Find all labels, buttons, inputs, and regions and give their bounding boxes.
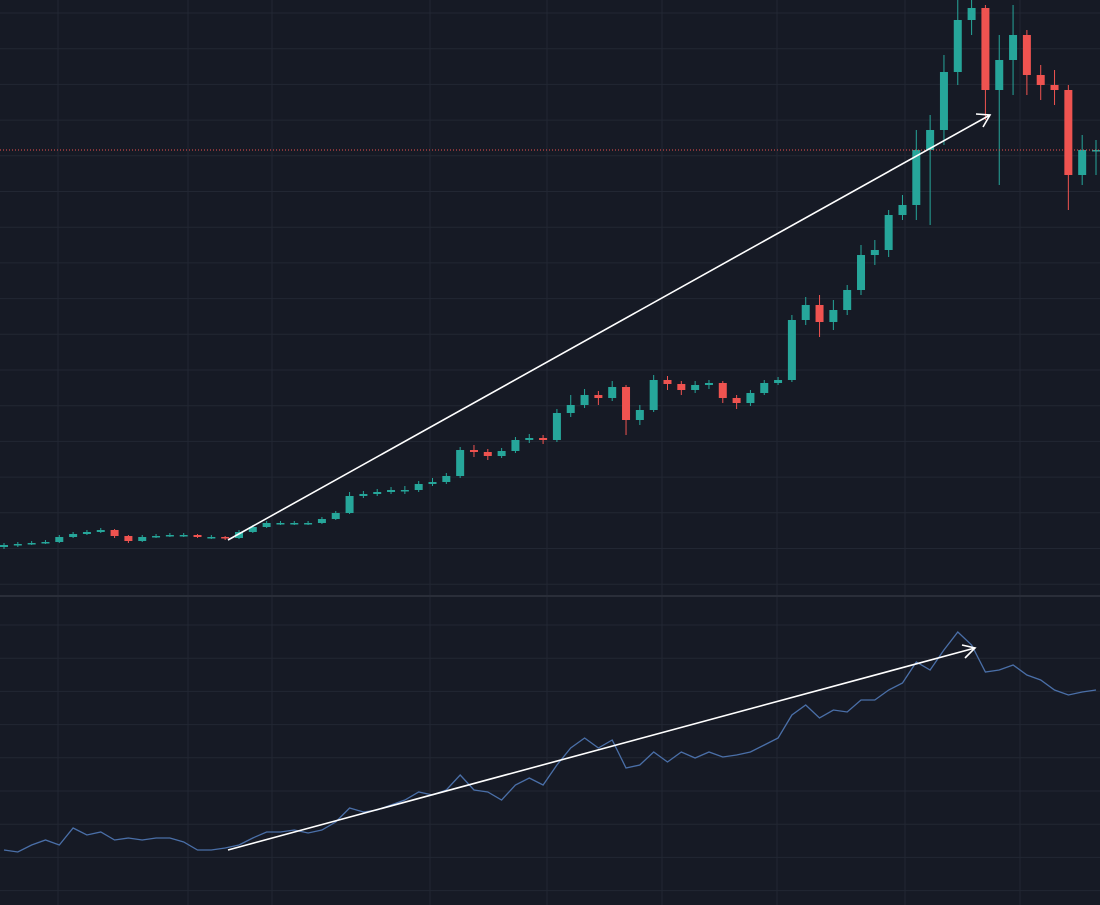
candle-body	[276, 523, 285, 525]
candle-body	[981, 8, 990, 90]
candle-body	[884, 215, 893, 250]
candle-body	[608, 387, 617, 398]
candle-body	[193, 535, 202, 537]
candle-body	[912, 150, 921, 205]
candle-body	[248, 527, 257, 532]
candle-body	[290, 523, 299, 525]
candle-body	[387, 490, 396, 492]
candle-body	[414, 484, 423, 490]
price-arrow	[227, 114, 991, 541]
candle-body	[497, 451, 506, 456]
candle-body	[967, 8, 976, 20]
candle-body	[400, 490, 409, 492]
candle-body	[456, 450, 465, 476]
candle-body	[870, 250, 879, 255]
candle-body	[152, 536, 161, 538]
candle-body	[539, 438, 548, 440]
candle-body	[165, 535, 174, 537]
candle-body	[124, 536, 133, 541]
candle-body	[732, 398, 741, 403]
candle-body	[138, 537, 147, 541]
candle-body	[110, 530, 119, 536]
candle-body	[41, 542, 50, 544]
candle-body	[373, 492, 382, 494]
candle-body	[96, 530, 105, 532]
candle-body	[649, 380, 658, 410]
candle-body	[234, 532, 243, 538]
candle-body	[594, 395, 603, 398]
candle-body	[82, 532, 91, 534]
candle-body	[511, 440, 520, 451]
candle-body	[1036, 75, 1045, 85]
candle-body	[442, 476, 451, 482]
candle-body	[691, 385, 700, 390]
candle-body	[663, 380, 672, 384]
candle-body	[622, 387, 631, 420]
candle-body	[1078, 150, 1087, 175]
candle-body	[746, 393, 755, 403]
indicator-line	[3, 631, 1097, 853]
candle-body	[207, 537, 216, 539]
candle-body	[304, 523, 313, 525]
candle-body	[635, 410, 644, 420]
candle-body	[0, 545, 8, 547]
candle-body	[843, 290, 852, 310]
candle-body	[898, 205, 907, 215]
indicator-arrow	[227, 647, 976, 851]
candle-body	[787, 320, 796, 380]
candle-body	[13, 544, 22, 546]
trend-arrows	[227, 113, 992, 851]
candle-body	[580, 395, 589, 405]
candle-body	[359, 494, 368, 496]
candle-body	[566, 405, 575, 413]
candle-body	[939, 72, 948, 130]
candle-body	[55, 537, 64, 542]
candle-body	[774, 380, 783, 383]
price-pane	[0, 0, 1100, 549]
indicator-arrow-head	[961, 644, 977, 659]
candle-body	[1022, 35, 1031, 75]
candle-body	[428, 482, 437, 484]
candle-body	[179, 535, 188, 537]
candle-body	[995, 60, 1004, 90]
candle-body	[317, 519, 326, 523]
candle-body	[483, 452, 492, 456]
candle-body	[926, 130, 935, 150]
indicator-pane	[3, 631, 1097, 853]
price-arrow-head	[975, 113, 992, 128]
candle-body	[857, 255, 866, 290]
candle-body	[953, 20, 962, 72]
candle-body	[262, 523, 271, 527]
candle-body	[345, 496, 354, 513]
candle-body	[1064, 90, 1073, 175]
candle-body	[801, 305, 810, 320]
candle-body	[1092, 150, 1100, 152]
candle-body	[760, 383, 769, 393]
candle-body	[829, 310, 838, 322]
candle-body	[69, 534, 78, 537]
candle-body	[221, 537, 230, 539]
candle-body	[525, 438, 534, 440]
candle-body	[815, 305, 824, 322]
candle-body	[331, 513, 340, 519]
candle-body	[552, 413, 561, 440]
candle-body	[718, 383, 727, 398]
candle-body	[469, 450, 478, 452]
candle-body	[1050, 85, 1059, 90]
candle-body	[677, 384, 686, 390]
candle-body	[1009, 35, 1018, 60]
candle-body	[27, 543, 36, 545]
candle-body	[704, 383, 713, 385]
